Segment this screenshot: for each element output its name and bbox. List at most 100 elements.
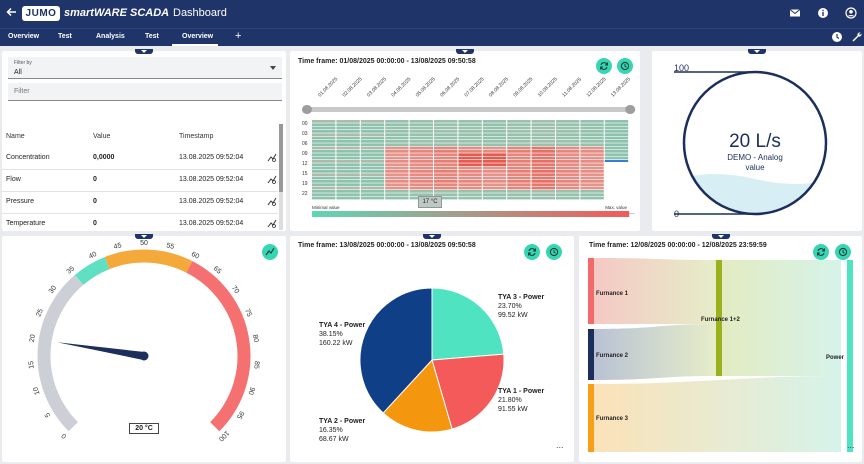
heatmap-cell[interactable]	[482, 146, 507, 150]
heatmap-cell[interactable]	[385, 130, 409, 133]
heatmap-cell[interactable]	[458, 180, 482, 183]
heatmap-cell[interactable]	[556, 130, 580, 133]
heatmap-cell[interactable]	[409, 140, 433, 143]
history-button[interactable]	[835, 244, 851, 260]
heatmap-cell[interactable]	[409, 156, 433, 160]
heatmap-cell[interactable]	[360, 190, 385, 193]
tab-overview-active[interactable]: Overview	[182, 33, 214, 40]
heatmap-cell[interactable]	[580, 173, 604, 177]
heatmap-cell[interactable]	[312, 150, 336, 153]
heatmap-cell[interactable]	[507, 156, 531, 160]
heatmap-cell[interactable]	[556, 186, 580, 190]
heatmap-cell[interactable]	[580, 120, 604, 123]
heatmap-cell[interactable]	[434, 156, 458, 160]
heatmap-cell[interactable]	[507, 170, 531, 173]
heatmap-cell[interactable]	[360, 156, 385, 160]
range-slider-track[interactable]	[304, 107, 636, 112]
heatmap-cell[interactable]	[458, 193, 482, 197]
heatmap-cell[interactable]	[360, 136, 385, 140]
heatmap-cell[interactable]	[434, 123, 458, 127]
heatmap-cell[interactable]	[434, 193, 458, 197]
heatmap-cell[interactable]	[482, 123, 507, 127]
tab-test-2[interactable]: Test	[145, 33, 159, 40]
heatmap-cell[interactable]	[556, 156, 580, 160]
heatmap-cell[interactable]	[312, 173, 336, 177]
heatmap-cell[interactable]	[336, 173, 360, 177]
table-row[interactable]: Temperature 0 13.08.2025 09:52:04	[2, 214, 278, 236]
pie-slice[interactable]	[382, 359, 453, 433]
heatmap-cell[interactable]	[336, 150, 360, 153]
heatmap-cell[interactable]	[409, 130, 433, 133]
heatmap-cell[interactable]	[482, 156, 507, 160]
heatmap-cell[interactable]	[385, 170, 409, 173]
heatmap-cell[interactable]	[385, 150, 409, 153]
heatmap-cell[interactable]	[434, 126, 458, 130]
heatmap-cell[interactable]	[556, 190, 580, 193]
heatmap-cell[interactable]	[580, 133, 604, 137]
heatmap-cell[interactable]	[434, 150, 458, 153]
heatmap-cell[interactable]	[482, 153, 507, 157]
heatmap-cell[interactable]	[434, 183, 458, 187]
heatmap-cell[interactable]	[507, 173, 531, 177]
heatmap-cell[interactable]	[482, 120, 507, 123]
heatmap-cell[interactable]	[531, 173, 555, 177]
heatmap-cell[interactable]	[507, 126, 531, 130]
heatmap-cell[interactable]	[336, 193, 360, 197]
heatmap-cell[interactable]	[385, 146, 409, 150]
heatmap-cell[interactable]	[580, 193, 604, 197]
heatmap-cell[interactable]	[507, 186, 531, 190]
heatmap-cell[interactable]	[360, 180, 385, 183]
heatmap-cell[interactable]	[336, 146, 360, 150]
table-row[interactable]: Flow 0 13.08.2025 09:52:04	[2, 170, 278, 192]
heatmap-cell[interactable]	[409, 166, 433, 170]
heatmap-cell[interactable]	[458, 150, 482, 153]
heatmap-cell[interactable]	[409, 120, 433, 123]
heatmap-cell[interactable]	[482, 173, 507, 177]
heatmap-cell[interactable]	[580, 163, 604, 167]
heatmap-cell[interactable]	[556, 123, 580, 127]
heatmap-cell[interactable]	[434, 176, 458, 180]
scrollbar-thumb[interactable]	[279, 124, 283, 192]
filter-input[interactable]: Filter	[8, 83, 282, 101]
heatmap-cell[interactable]	[531, 140, 555, 143]
heatmap-cell[interactable]	[312, 163, 336, 167]
heatmap-cell[interactable]	[580, 150, 604, 153]
heatmap-cell[interactable]	[507, 166, 531, 170]
heatmap-cell[interactable]	[434, 196, 458, 200]
heatmap-cell[interactable]	[385, 153, 409, 157]
heatmap-cell[interactable]	[434, 163, 458, 167]
heatmap-cell[interactable]	[385, 190, 409, 193]
heatmap-cell[interactable]	[482, 170, 507, 173]
heatmap-cell[interactable]	[556, 140, 580, 143]
heatmap-cell[interactable]	[482, 163, 507, 167]
heatmap-cell[interactable]	[507, 140, 531, 143]
heatmap-cell[interactable]	[360, 153, 385, 157]
heatmap-cell[interactable]	[507, 136, 531, 140]
heatmap-cell[interactable]	[482, 180, 507, 183]
heatmap-cell[interactable]	[580, 190, 604, 193]
heatmap-cell[interactable]	[580, 153, 604, 157]
heatmap-cell[interactable]	[531, 156, 555, 160]
trend-icon[interactable]	[267, 175, 277, 185]
back-arrow-icon[interactable]	[6, 6, 18, 22]
heatmap-cell[interactable]	[580, 123, 604, 127]
heatmap-cell[interactable]	[336, 136, 360, 140]
heatmap-cell[interactable]	[482, 160, 507, 163]
table-row[interactable]: Pressure 0 13.08.2025 09:52:04	[2, 192, 278, 214]
panel-handle[interactable]	[135, 49, 153, 54]
heatmap-cell[interactable]	[360, 123, 385, 127]
heatmap-cell[interactable]	[482, 143, 507, 147]
heatmap-cell[interactable]	[385, 156, 409, 160]
heatmap-cell[interactable]	[434, 146, 458, 150]
heatmap-cell[interactable]	[507, 153, 531, 157]
heatmap-cell[interactable]	[385, 140, 409, 143]
heatmap-cell[interactable]	[360, 176, 385, 180]
heatmap-cell[interactable]	[312, 126, 336, 130]
clock-icon[interactable]	[831, 31, 845, 45]
heatmap-cell[interactable]	[336, 166, 360, 170]
heatmap-cell[interactable]	[482, 166, 507, 170]
heatmap-cell[interactable]	[409, 193, 433, 197]
heatmap-cell[interactable]	[385, 196, 409, 200]
heatmap-cell[interactable]	[312, 160, 336, 163]
heatmap-cell[interactable]	[434, 120, 458, 123]
